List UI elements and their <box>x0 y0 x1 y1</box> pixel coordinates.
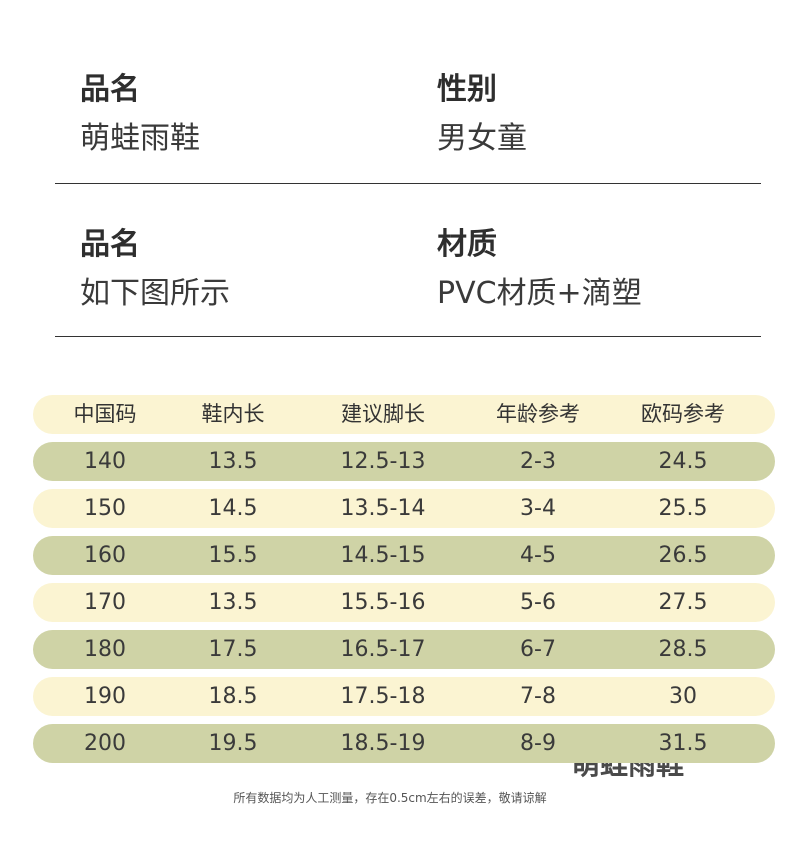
table-cell: 6-7 <box>520 637 556 662</box>
table-cell: 13.5 <box>208 590 258 615</box>
info-row-2: 品名 如下图所示 材质 PVC材质+滴塑 <box>0 215 800 345</box>
table-cell: 180 <box>84 637 126 662</box>
material-block: 材质 PVC材质+滴塑 <box>437 215 642 314</box>
table-cell: 17.5-18 <box>340 684 426 709</box>
table-cell: 18.5 <box>208 684 258 709</box>
size-table: 中国码 鞋内长 建议脚长 年龄参考 欧码参考 140 13.5 12.5-13 … <box>33 395 775 771</box>
divider-2 <box>55 336 761 337</box>
gender-label: 性别 <box>437 72 497 107</box>
product-style-label: 品名 <box>80 227 140 262</box>
product-name-label: 品名 <box>80 72 140 107</box>
table-cell: 160 <box>84 543 126 568</box>
table-cell: 200 <box>84 731 126 756</box>
material-label: 材质 <box>437 227 497 262</box>
table-cell: 15.5-16 <box>340 590 426 615</box>
gender-block: 性别 男女童 <box>437 60 527 159</box>
header-inner-length: 鞋内长 <box>201 402 265 426</box>
table-cell: 3-4 <box>520 496 556 521</box>
info-row-1: 品名 萌蛙雨鞋 性别 男女童 <box>0 60 800 190</box>
table-header-row: 中国码 鞋内长 建议脚长 年龄参考 欧码参考 <box>33 395 775 434</box>
table-row: 200 19.5 18.5-19 8-9 31.5 <box>33 724 775 763</box>
table-cell: 8-9 <box>520 731 556 756</box>
material-value: PVC材质+滴塑 <box>437 276 642 311</box>
table-cell: 13.5 <box>208 449 258 474</box>
table-cell: 18.5-19 <box>340 731 426 756</box>
product-style-value: 如下图所示 <box>80 276 230 311</box>
product-style-block: 品名 如下图所示 <box>80 215 230 314</box>
table-cell: 7-8 <box>520 684 556 709</box>
table-row: 190 18.5 17.5-18 7-8 30 <box>33 677 775 716</box>
header-foot-length: 建议脚长 <box>341 402 425 426</box>
table-row: 160 15.5 14.5-15 4-5 26.5 <box>33 536 775 575</box>
table-cell: 30 <box>669 684 697 709</box>
table-cell: 14.5-15 <box>340 543 426 568</box>
table-cell: 27.5 <box>658 590 708 615</box>
table-cell: 5-6 <box>520 590 556 615</box>
table-cell: 2-3 <box>520 449 556 474</box>
table-row: 140 13.5 12.5-13 2-3 24.5 <box>33 442 775 481</box>
table-row: 180 17.5 16.5-17 6-7 28.5 <box>33 630 775 669</box>
table-cell: 17.5 <box>208 637 258 662</box>
table-cell: 31.5 <box>658 731 708 756</box>
table-cell: 25.5 <box>658 496 708 521</box>
table-cell: 24.5 <box>658 449 708 474</box>
table-cell: 190 <box>84 684 126 709</box>
product-name-value: 萌蛙雨鞋 <box>80 121 200 156</box>
table-cell: 4-5 <box>520 543 556 568</box>
header-eu-size: 欧码参考 <box>641 402 725 426</box>
table-cell: 16.5-17 <box>340 637 426 662</box>
table-cell: 150 <box>84 496 126 521</box>
table-cell: 12.5-13 <box>340 449 426 474</box>
table-cell: 15.5 <box>208 543 258 568</box>
table-cell: 19.5 <box>208 731 258 756</box>
header-cn-size: 中国码 <box>73 402 137 426</box>
table-cell: 13.5-14 <box>340 496 426 521</box>
measurement-footnote: 所有数据均为人工测量，存在0.5cm左右的误差，敬请谅解 <box>233 791 547 805</box>
table-row: 170 13.5 15.5-16 5-6 27.5 <box>33 583 775 622</box>
table-cell: 14.5 <box>208 496 258 521</box>
product-name-block: 品名 萌蛙雨鞋 <box>80 60 200 159</box>
table-cell: 140 <box>84 449 126 474</box>
table-row: 150 14.5 13.5-14 3-4 25.5 <box>33 489 775 528</box>
table-cell: 28.5 <box>658 637 708 662</box>
gender-value: 男女童 <box>437 121 527 156</box>
header-age: 年龄参考 <box>496 402 580 426</box>
table-cell: 26.5 <box>658 543 708 568</box>
divider-1 <box>55 183 761 184</box>
table-cell: 170 <box>84 590 126 615</box>
